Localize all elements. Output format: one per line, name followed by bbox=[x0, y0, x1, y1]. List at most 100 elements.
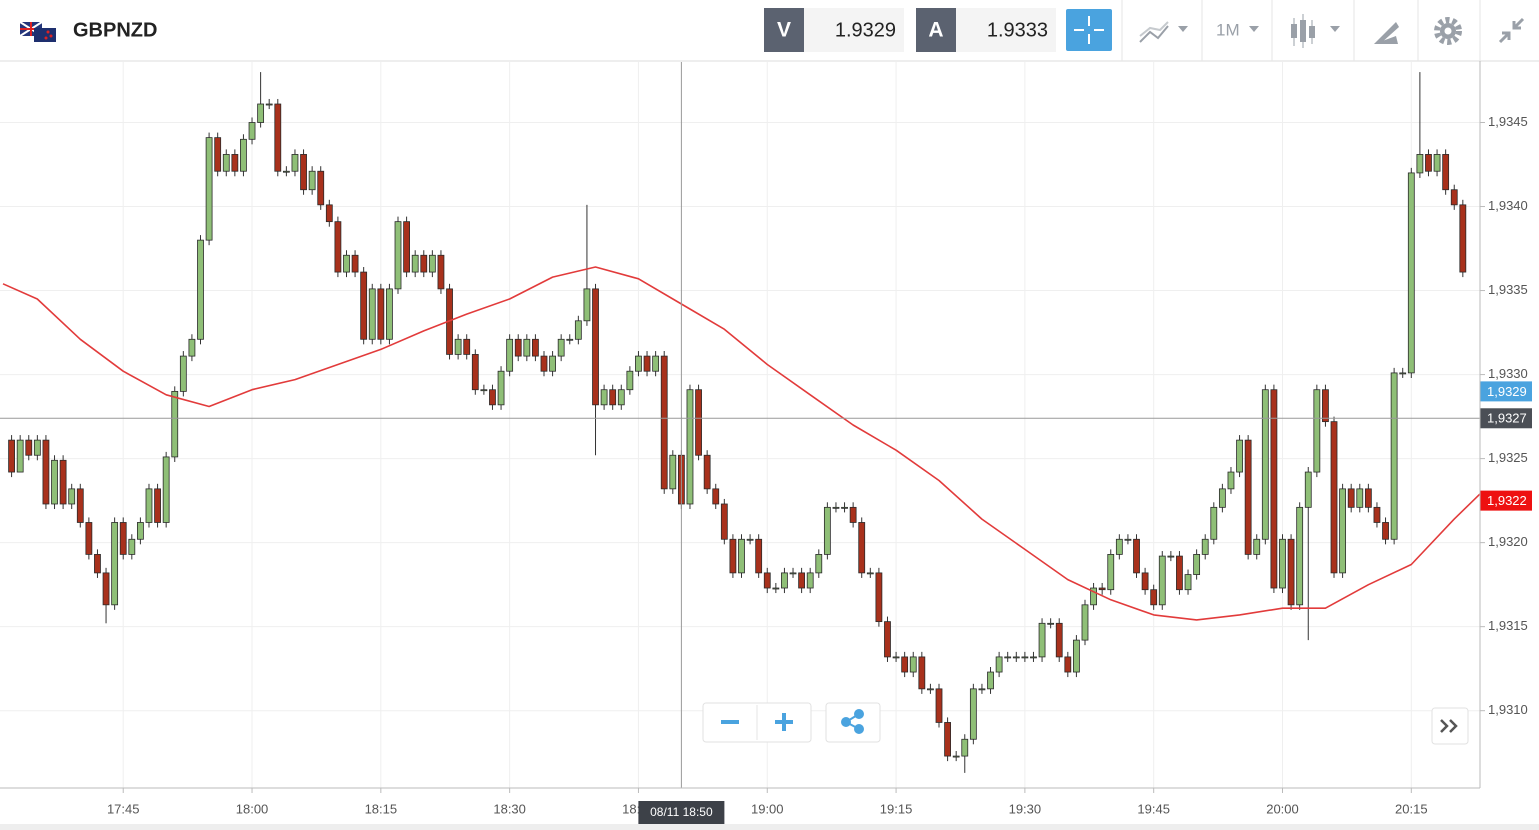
sell-price-box bbox=[804, 8, 904, 52]
candle-body bbox=[1158, 555, 1166, 606]
candle-body bbox=[944, 722, 951, 757]
candle-body bbox=[8, 439, 15, 473]
candle-body bbox=[1253, 538, 1261, 555]
candle-body bbox=[1425, 154, 1432, 172]
y-tick-label: 1,9340 bbox=[1488, 198, 1528, 213]
crosshair-y-tag bbox=[1480, 408, 1532, 429]
candle-body bbox=[136, 522, 144, 540]
candle-body bbox=[1261, 389, 1269, 540]
buy-price: 1.9333 bbox=[987, 19, 1048, 41]
candle-body bbox=[188, 338, 196, 357]
candle-body bbox=[875, 572, 883, 623]
y-tick-label: 1,9335 bbox=[1488, 282, 1528, 297]
candle-body bbox=[76, 488, 84, 523]
candle-body bbox=[222, 154, 230, 172]
candle-body bbox=[368, 288, 376, 340]
candle-body bbox=[1364, 488, 1372, 508]
sell-button[interactable] bbox=[764, 8, 804, 52]
candle-body bbox=[351, 254, 359, 273]
candle-body bbox=[394, 221, 402, 290]
candle-body bbox=[386, 288, 393, 340]
candle-body bbox=[1227, 471, 1235, 490]
timeframe[interactable]: 1M bbox=[1216, 20, 1240, 39]
candle-body bbox=[68, 488, 76, 505]
share-button[interactable] bbox=[825, 702, 881, 743]
candle-body bbox=[1167, 555, 1175, 558]
sell-label: V bbox=[777, 19, 791, 42]
candle-body bbox=[1339, 488, 1347, 574]
candle-body bbox=[128, 538, 136, 555]
candle-body bbox=[240, 138, 247, 172]
candle-body bbox=[1399, 372, 1407, 375]
price-tag-label: 1,9322 bbox=[1487, 493, 1527, 508]
draw-button[interactable] bbox=[1374, 22, 1399, 44]
settings-button[interactable] bbox=[1434, 17, 1462, 45]
x-tick-label: 17:45 bbox=[107, 801, 140, 816]
candle-body bbox=[781, 572, 788, 589]
x-tick-label: 18:30 bbox=[493, 801, 526, 816]
candle-type-button[interactable] bbox=[1291, 14, 1340, 48]
candle-body bbox=[789, 572, 797, 575]
zoom-out-button[interactable] bbox=[721, 720, 739, 724]
price-tag bbox=[1480, 381, 1532, 402]
candle-body bbox=[1133, 538, 1140, 574]
candle-body bbox=[927, 688, 934, 691]
zoom-controls bbox=[702, 702, 1469, 745]
candle-body bbox=[1442, 154, 1450, 191]
candle-body bbox=[480, 389, 488, 392]
zoom-in-button[interactable] bbox=[775, 713, 793, 731]
candle-body bbox=[1382, 522, 1389, 540]
x-tick-label: 19:00 bbox=[751, 801, 784, 816]
candle-body bbox=[686, 389, 694, 505]
candle-body bbox=[489, 389, 496, 406]
overlay: 1,9327 08/11 18:50 1,9329 1,9322 bbox=[0, 62, 1532, 824]
candle-body bbox=[712, 488, 720, 505]
candle-body bbox=[729, 538, 737, 574]
y-tick-label: 1,9330 bbox=[1488, 366, 1528, 381]
candle-body bbox=[171, 390, 179, 458]
candle-body bbox=[806, 572, 814, 589]
chart-type-button[interactable] bbox=[1139, 21, 1188, 43]
candle-body bbox=[428, 254, 436, 273]
candle-body bbox=[720, 503, 728, 540]
candle-body bbox=[841, 506, 848, 509]
candle-body bbox=[274, 103, 282, 172]
share-icon bbox=[841, 709, 864, 734]
price-tag bbox=[1480, 490, 1532, 511]
candle-body bbox=[85, 522, 93, 555]
candle-body bbox=[1459, 204, 1467, 273]
candle-body bbox=[918, 656, 926, 690]
candle-body bbox=[635, 355, 642, 372]
candle-body bbox=[557, 338, 565, 357]
candle-body bbox=[995, 656, 1003, 673]
candle-body bbox=[660, 355, 668, 490]
candle-body bbox=[1390, 372, 1398, 540]
candle-body bbox=[291, 154, 299, 172]
candle-body bbox=[506, 338, 514, 372]
candle-body bbox=[1270, 389, 1278, 589]
candle-body bbox=[626, 370, 634, 391]
sell-price: 1.9329 bbox=[835, 19, 896, 41]
candle-body bbox=[1210, 506, 1218, 540]
crosshair-x-label: 08/11 18:50 bbox=[650, 805, 713, 819]
crosshair-button[interactable] bbox=[1066, 9, 1112, 51]
candle-body bbox=[1115, 538, 1123, 555]
bottom-strip bbox=[0, 824, 1539, 830]
candle-body bbox=[592, 288, 599, 406]
scroll-end-button[interactable] bbox=[1431, 707, 1469, 745]
candle-body bbox=[162, 456, 170, 523]
y-tick-label: 1,9310 bbox=[1488, 702, 1528, 717]
candle-body bbox=[1287, 538, 1295, 606]
candle-body bbox=[987, 671, 994, 690]
buy-button[interactable] bbox=[916, 8, 956, 52]
y-tick-label: 1,9315 bbox=[1488, 618, 1528, 633]
shrink-button[interactable] bbox=[1498, 17, 1525, 44]
candle-body bbox=[343, 254, 350, 273]
candle-body bbox=[1081, 604, 1089, 641]
candle-body bbox=[16, 439, 24, 473]
candle-body bbox=[325, 204, 333, 223]
candle-body bbox=[102, 572, 110, 606]
y-tick-label: 1,9325 bbox=[1488, 450, 1528, 465]
candle-body bbox=[145, 488, 153, 523]
scroll-end-icon bbox=[1440, 719, 1458, 733]
